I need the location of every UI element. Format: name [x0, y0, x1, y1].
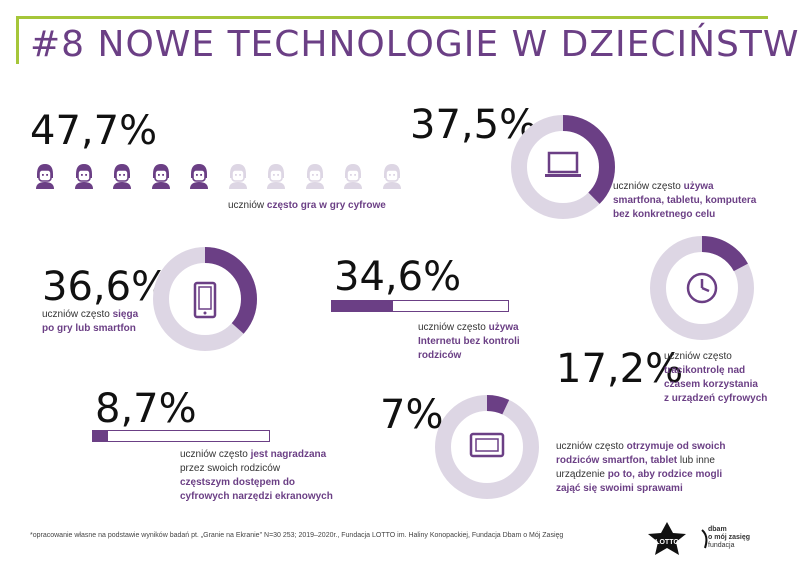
laptop-icon [545, 151, 581, 177]
stat-time-value: 17,2% [556, 346, 684, 392]
child-icon [228, 164, 247, 189]
title-accent-line [16, 16, 768, 19]
stat-reward-value: 8,7% [95, 386, 197, 432]
stat-reach-value: 36,6% [42, 264, 170, 310]
child-icon [344, 164, 362, 189]
child-icon [74, 164, 93, 189]
child-icon [305, 164, 324, 189]
stat-games-desc: uczniów często gra w gry cyfrowe [228, 200, 386, 211]
stat-time-desc: uczniów często tracikontrolę nad czasem … [664, 351, 768, 404]
footer-source-note: *opracowanie własne na podstawie wyników… [30, 532, 564, 539]
donut-time-control [650, 236, 754, 340]
bar-internet [331, 300, 509, 312]
smartphone-icon [193, 281, 217, 319]
child-icon [36, 164, 54, 189]
lotto-logo: LOTTO [648, 522, 686, 555]
stat-devices-desc: uczniów często używa smartfona, tabletu,… [613, 181, 757, 220]
page-title: #8 NOWE TECHNOLOGIE W DZIECIŃSTWIE [30, 24, 800, 65]
stat-internet-value: 34,6% [334, 254, 462, 300]
donut-receives [435, 395, 539, 499]
stat-games-value: 47,7% [30, 108, 158, 154]
stat-reach-desc: uczniów często sięga po gry lub smartfon [42, 309, 139, 334]
child-icon [267, 164, 285, 189]
donut-reach [153, 247, 257, 351]
lotto-logo-text: LOTTO [655, 539, 679, 546]
stat-devices-value: 37,5% [410, 102, 538, 148]
clock-icon [686, 272, 718, 304]
donut-devices [511, 115, 615, 219]
dbam-logo-text: dbam o mój zasięg fundacja [708, 526, 751, 549]
stat-reward-desc: uczniów często jest nagradzana przez swo… [180, 449, 333, 502]
child-icon [151, 164, 170, 189]
title-accent-side [16, 16, 19, 64]
tablet-icon [469, 432, 505, 458]
child-icon [382, 164, 401, 189]
stat-receives-desc: uczniów często otrzymuje od swoich rodzi… [556, 441, 726, 494]
child-icon [190, 164, 208, 189]
stat-internet-desc: uczniów często używa Internetu bez kontr… [418, 322, 520, 361]
stat-receives-value: 7% [380, 392, 444, 438]
child-icon [113, 164, 131, 189]
kids-icon-row [34, 162, 401, 192]
dbam-logo-mark [701, 529, 708, 549]
bar-reward [92, 430, 270, 442]
